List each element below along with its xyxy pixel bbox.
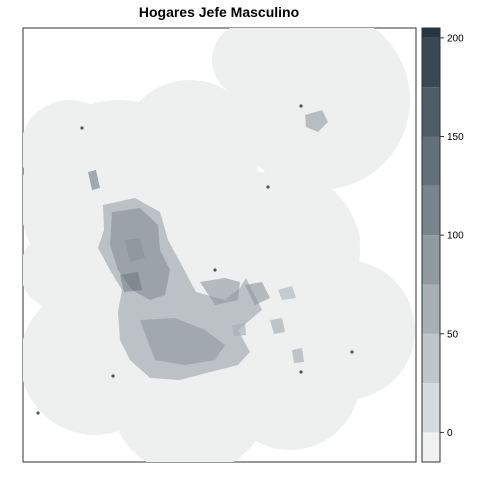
map-region-patch (23, 100, 120, 200)
map-region-patch (300, 210, 360, 270)
colorbar-tick-label: 150 (447, 132, 464, 143)
colorbar-bin (422, 383, 440, 433)
colorbar-bin (422, 284, 440, 334)
chart-title: Hogares Jefe Masculino (138, 4, 300, 20)
map-point (213, 268, 217, 272)
map-cluster (140, 318, 225, 365)
map-cluster (232, 323, 246, 336)
map-cluster (125, 238, 145, 262)
colorbar-bin (422, 87, 440, 137)
colorbar-tick-label: 200 (447, 33, 464, 44)
map-point (111, 374, 115, 378)
map-cluster (278, 286, 296, 300)
colorbar-bin (422, 235, 440, 285)
map-region-patch (120, 80, 260, 220)
map-region-patch (212, 28, 288, 98)
map-point (299, 104, 303, 108)
map-point (350, 350, 354, 354)
map-cluster (245, 282, 270, 305)
map-cluster (88, 170, 100, 190)
map-cluster (200, 278, 240, 305)
colorbar-bin (422, 333, 440, 384)
colorbar-legend: 0 50 100 150 200 (421, 27, 464, 463)
map-cluster (292, 348, 304, 363)
colorbar-bin (422, 185, 440, 236)
colorbar-tick-label: 0 (447, 428, 453, 439)
colorbar-bin (422, 37, 440, 88)
map-cluster (305, 110, 328, 132)
map-cluster-layer (36, 104, 354, 415)
map-point (299, 370, 303, 374)
map-point (266, 185, 270, 189)
colorbar-tick-label: 100 (447, 231, 464, 242)
map-region-patch (23, 230, 100, 310)
map-area (23, 28, 415, 462)
map-cluster (120, 272, 142, 292)
colorbar-tick-label: 50 (447, 329, 459, 340)
colorbar-bin (422, 28, 440, 38)
map-cluster (270, 318, 285, 334)
colorbar-bin (422, 432, 440, 462)
colorbar-frame (421, 27, 441, 463)
map-point (36, 411, 40, 415)
colorbar-bin (422, 136, 440, 186)
map-point (80, 126, 84, 130)
